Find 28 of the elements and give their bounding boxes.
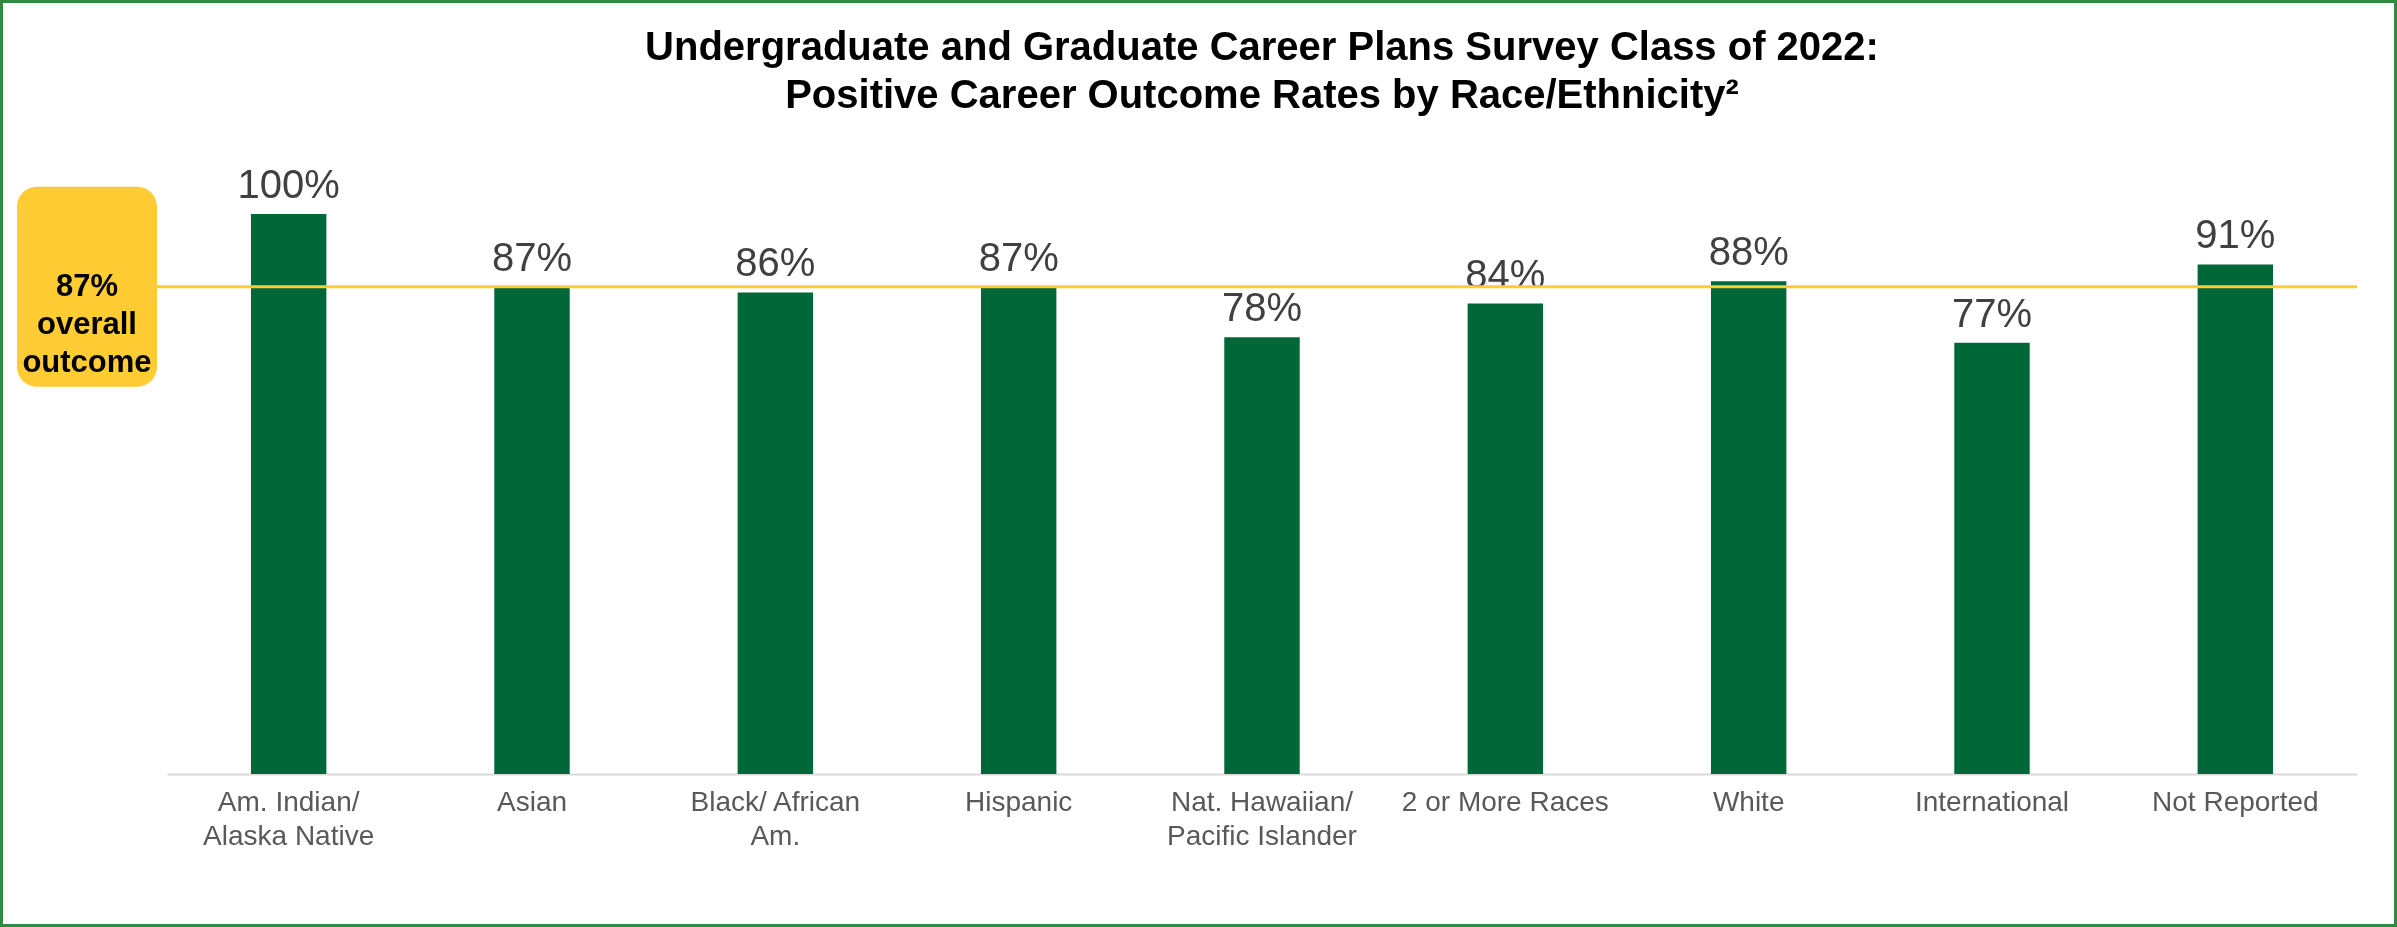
bar — [980, 286, 1057, 774]
x-tick-label: International — [1914, 785, 2070, 817]
data-label: 77% — [1951, 290, 2033, 335]
bar — [250, 214, 327, 774]
x-tick-label: Nat. Hawaiian/ Pacific Islander — [1167, 785, 1357, 851]
bar — [1710, 281, 1787, 774]
data-label: 91% — [2195, 212, 2276, 257]
data-label: 86% — [735, 240, 816, 285]
data-label: 78% — [1221, 285, 1303, 330]
bar — [494, 286, 570, 774]
data-label: 88% — [1708, 229, 1789, 274]
bar — [1954, 342, 2030, 774]
data-label: 100% — [237, 162, 340, 206]
data-label: 87% — [491, 234, 573, 279]
bar — [1467, 303, 1544, 774]
x-tick-label: Am. Indian/ Alaska Native — [203, 785, 375, 851]
x-tick-label: White — [1712, 785, 1785, 817]
x-tick-label: Not Reported — [2152, 785, 2319, 817]
data-label: 87% — [978, 234, 1059, 279]
bar — [1224, 337, 1300, 774]
x-tick-label: Hispanic — [964, 785, 1073, 817]
bar — [737, 292, 814, 774]
bar — [2197, 264, 2274, 774]
x-tick-label: Asian — [496, 785, 568, 817]
x-tick-label: 2 or More Races — [1401, 785, 1609, 817]
ref-line-label: 87% overall outcome — [22, 267, 152, 379]
x-tick-label: Black/ African Am. — [690, 785, 861, 851]
chart-title: Undergraduate and Graduate Career Plans Survey Class of 2022: Positive Career Outcome Rates by Race/Ethnicity² — [645, 24, 1879, 116]
